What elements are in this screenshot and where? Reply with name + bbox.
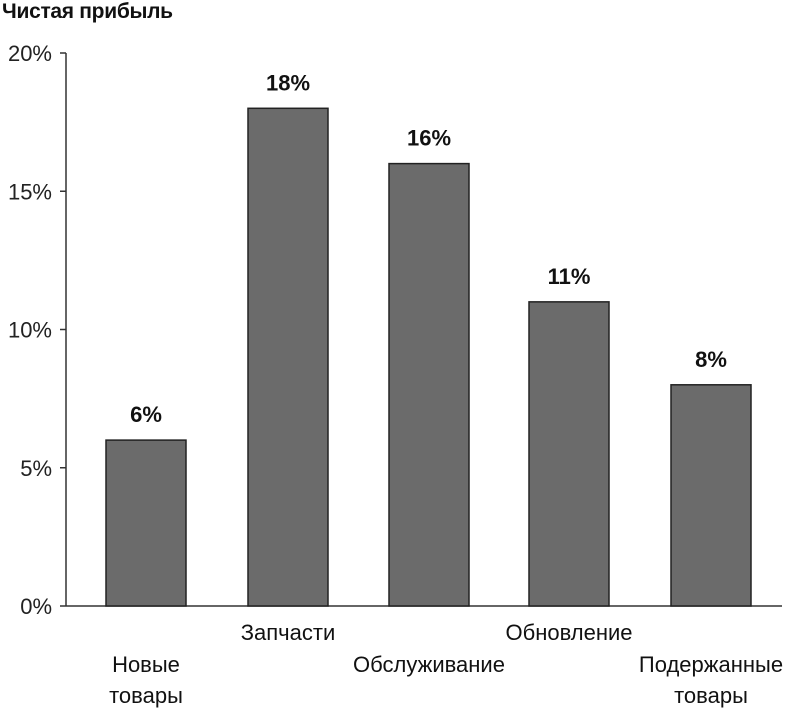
bar xyxy=(388,162,470,607)
data-label: 16% xyxy=(407,126,451,151)
chart-title: Чистая прибыль xyxy=(2,0,173,23)
category-label: Новые товары xyxy=(109,652,183,708)
y-tick-label: 15% xyxy=(8,179,52,204)
data-label: 11% xyxy=(548,264,591,289)
data-label: 6% xyxy=(130,402,162,427)
bar xyxy=(247,107,329,607)
labels: 6% Новые товары 18% Запчасти 16% Обслуживание 1… xyxy=(109,70,783,708)
data-label: 8% xyxy=(695,347,727,372)
category-label-line: Новые xyxy=(112,652,180,677)
bar xyxy=(105,439,187,607)
bars xyxy=(105,107,752,607)
bar xyxy=(528,301,610,607)
category-label-line: Обновление xyxy=(505,620,632,645)
y-tick-label: 0% xyxy=(20,594,52,619)
category-label-line: товары xyxy=(674,683,748,708)
category-label-line: Обслуживание xyxy=(353,652,505,677)
axes: 0% 5% 10% 15% 20% xyxy=(8,41,782,619)
category-label-line: Подержанные xyxy=(639,652,783,677)
bar xyxy=(670,384,752,607)
category-label-line: товары xyxy=(109,683,183,708)
category-label: Подержанные товары xyxy=(639,652,783,708)
y-tick-label: 5% xyxy=(20,456,52,481)
data-label: 18% xyxy=(266,70,310,95)
y-tick-label: 10% xyxy=(8,318,52,343)
category-label: Запчасти xyxy=(241,620,336,645)
category-label-line: Запчасти xyxy=(241,620,336,645)
category-label: Обслуживание xyxy=(353,652,505,677)
category-label: Обновление xyxy=(505,620,632,645)
y-tick-label: 20% xyxy=(8,41,52,66)
